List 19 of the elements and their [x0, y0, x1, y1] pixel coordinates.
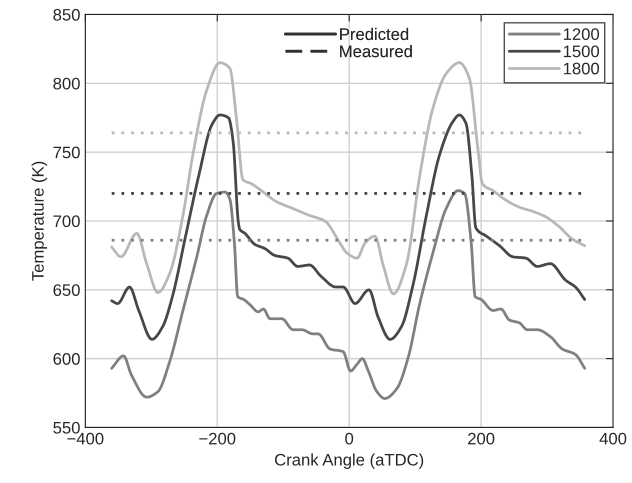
x-axis-title: Crank Angle (aTDC) — [275, 453, 424, 469]
legend-label: 1200 — [564, 28, 600, 40]
y-tick-label: 700 — [54, 215, 80, 228]
x-tick-label: −200 — [199, 432, 236, 445]
legend-label: 1500 — [564, 45, 600, 58]
y-tick-label: 750 — [54, 146, 80, 158]
x-tick-label: −400 — [67, 432, 104, 445]
x-tick-label: 400 — [600, 432, 626, 445]
y-axis-title: Temperature (K) — [32, 162, 48, 281]
y-tick-label: 650 — [54, 284, 80, 296]
x-tick-label: 0 — [345, 432, 354, 445]
x-tick-label: 200 — [468, 432, 494, 445]
y-tick-label: 850 — [53, 8, 80, 21]
y-tick-label: 800 — [53, 78, 80, 90]
y-tick-label: 600 — [54, 353, 80, 365]
legend-label: Measured — [340, 45, 412, 58]
legend-label: 1800 — [564, 62, 600, 74]
legend-label: Predicted — [340, 28, 408, 40]
y-tick-label: 550 — [53, 422, 80, 434]
